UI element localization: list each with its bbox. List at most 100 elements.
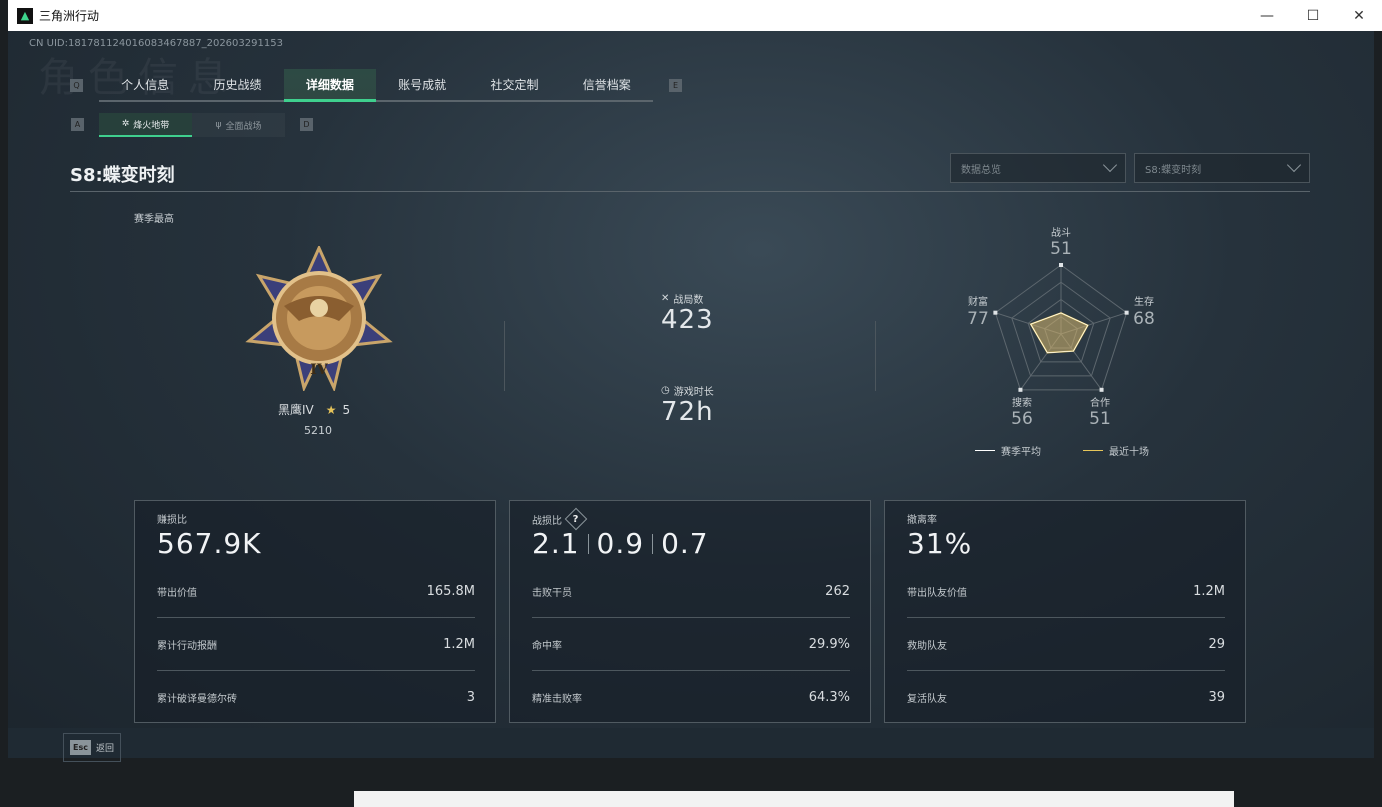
row-label: 带出队友价值	[907, 587, 967, 599]
stat-row: 累计破译曼德尔砖 3	[157, 671, 475, 724]
divider	[875, 321, 876, 391]
window-titlebar: ▲ 三角洲行动 — ☐ ✕	[8, 0, 1382, 31]
card-big-value: 567.9K	[157, 527, 262, 560]
stat-row: 救助队友 29	[907, 618, 1225, 671]
row-label: 带出价值	[157, 587, 197, 599]
uid-label: CN UID:181781124016083467887_20260329115…	[29, 38, 283, 49]
radar-value-survival: 68	[1133, 309, 1155, 329]
subtab-label: 全面战场	[225, 121, 262, 132]
window-title: 三角洲行动	[39, 9, 100, 23]
radar-label-combat: 战斗	[1051, 228, 1071, 239]
close-button[interactable]: ✕	[1353, 7, 1365, 24]
season-dropdown[interactable]: S8:蝶变时刻	[1134, 153, 1310, 183]
tab-detailed-data[interactable]: 详细数据	[283, 69, 376, 102]
tab-credit[interactable]: 信誉档案	[582, 78, 631, 92]
stat-row: 击败干员 262	[532, 565, 850, 618]
card-title: 赚损比	[157, 515, 187, 526]
row-value: 64.3%	[808, 690, 850, 705]
tab-achievements[interactable]: 账号成就	[398, 78, 447, 92]
dropdown-value: S8:蝶变时刻	[1145, 164, 1202, 176]
rank-medal-icon: IV	[245, 246, 393, 391]
app-logo-icon: ▲	[17, 7, 33, 24]
row-value: 3	[466, 690, 475, 705]
extraction-card: 撤离率 31% 带出队友价值 1.2M 救助队友 29 复活队友 39	[884, 500, 1246, 723]
data-type-dropdown[interactable]: 数据总览	[950, 153, 1126, 183]
legend-line	[1083, 449, 1103, 452]
stat-row: 命中率 29.9%	[532, 618, 850, 671]
dropdown-value: 数据总览	[961, 164, 1001, 176]
tab-history[interactable]: 历史战绩	[213, 78, 262, 92]
radar-value-wealth: 77	[967, 309, 989, 329]
radar-label-survival: 生存	[1134, 297, 1154, 308]
card-big-value: 31%	[907, 527, 973, 560]
radar-axis-tip	[1124, 310, 1129, 315]
radar-chart	[993, 263, 1129, 392]
tab-personal-info[interactable]: 个人信息	[121, 78, 170, 92]
row-value: 39	[1208, 690, 1225, 705]
radar-axis-tip	[1018, 387, 1023, 392]
stat-row: 复活队友 39	[907, 671, 1225, 724]
matches-value: 423	[661, 305, 714, 335]
minimize-button[interactable]: —	[1260, 7, 1274, 24]
kd-card: 战损比? 2.1 0.9 0.7 击败干员 262 命中率 29.9% 精准击败率 64.…	[509, 500, 871, 723]
stat-row: 累计行动报酬 1.2M	[157, 618, 475, 671]
season-title: S8:蝶变时刻	[70, 165, 175, 186]
radar-series-recent	[1029, 312, 1089, 354]
maximize-button[interactable]: ☐	[1306, 7, 1320, 24]
bug-icon: ✲	[121, 119, 130, 129]
rank-name: 黑鹰IV	[278, 403, 314, 417]
radar-axis-tip	[1059, 263, 1063, 267]
app-content: 角色信息 CN UID:181781124016083467887_202603…	[8, 31, 1374, 758]
label-text: 战局数	[673, 295, 704, 306]
esc-key-icon: Esc	[70, 740, 91, 755]
divider	[70, 191, 1310, 192]
subtab-extraction[interactable]: ✲ 烽火地带	[99, 113, 192, 137]
star-icon: ★	[325, 402, 337, 417]
profit-card: 赚损比 567.9K 带出价值 165.8M 累计行动报酬 1.2M 累计破译曼德尔…	[134, 500, 496, 723]
stopwatch-icon: ◷	[661, 385, 670, 396]
row-label: 救助队友	[907, 640, 947, 652]
subtab-warfare[interactable]: ψ 全面战场	[192, 113, 285, 137]
prev-tab-key[interactable]: Q	[70, 79, 83, 92]
stat-row: 带出价值 165.8M	[157, 565, 475, 618]
next-subtab-key[interactable]: D	[300, 118, 313, 131]
back-button[interactable]: Esc 返回	[63, 733, 121, 762]
back-label: 返回	[95, 744, 114, 754]
radar-value-combat: 51	[1050, 239, 1072, 259]
radar-axis-tip	[993, 310, 998, 315]
legend-label: 赛季平均	[1001, 447, 1041, 458]
desktop-taskbar	[354, 791, 1234, 807]
rank-score: 5210	[304, 424, 332, 437]
rank-info: 黑鹰IV ★ 5	[278, 401, 350, 418]
antenna-icon: ψ	[215, 120, 222, 130]
row-value: 29.9%	[808, 636, 850, 652]
tab-social[interactable]: 社交定制	[490, 78, 539, 92]
stat-row: 带出队友价值 1.2M	[907, 565, 1225, 618]
row-label: 命中率	[532, 640, 562, 652]
bottom-bar	[8, 728, 1374, 758]
radar-axis-tip	[1099, 387, 1104, 392]
row-value: 1.2M	[443, 636, 475, 652]
prev-subtab-key[interactable]: A	[71, 118, 84, 131]
row-label: 击败干员	[532, 587, 572, 599]
row-value: 165.8M	[426, 583, 475, 599]
rank-stars: 5	[342, 402, 351, 417]
stat-row: 精准击败率 64.3%	[532, 671, 850, 724]
main-tabs: 个人信息 历史战绩 详细数据 账号成就 社交定制 信誉档案	[99, 69, 653, 102]
radar-grid-ring	[994, 264, 1128, 391]
row-value: 1.2M	[1193, 583, 1225, 599]
radar-grid-ring	[1027, 298, 1095, 363]
next-tab-key[interactable]: E	[669, 79, 682, 92]
legend-recent-ten: 最近十场	[1083, 443, 1149, 458]
mode-subtabs: ✲ 烽火地带 ψ 全面战场	[99, 113, 285, 137]
legend-label: 最近十场	[1109, 447, 1149, 458]
radar-value-search: 56	[1011, 409, 1033, 429]
legend-season-avg: 赛季平均	[975, 443, 1041, 458]
card-title: 撤离率	[907, 515, 937, 526]
kd-value: 0.9	[596, 527, 645, 560]
card-big-value: 2.1 0.9 0.7	[532, 527, 709, 560]
matches-label: ✕ 战局数	[661, 291, 703, 306]
crossed-swords-icon: ✕	[661, 293, 670, 304]
playtime-value: 72h	[661, 397, 714, 427]
card-title: 战损比?	[532, 507, 588, 531]
